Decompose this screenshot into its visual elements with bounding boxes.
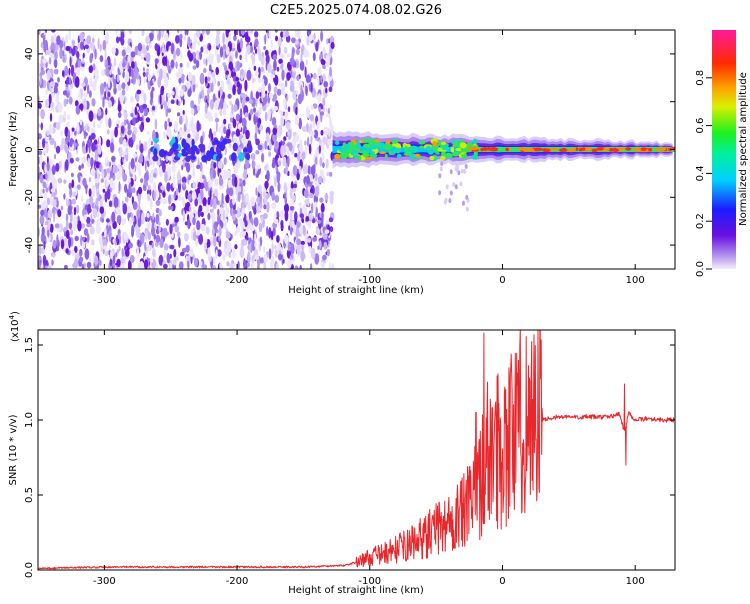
x-tick-label: -100 xyxy=(358,275,381,286)
y-tick-label: 1.0 xyxy=(24,412,35,428)
x-tick-label: 100 xyxy=(626,576,645,587)
colorbar-gradient xyxy=(712,30,736,269)
snr-y-ticks: 0.0 0.5 1.0 1.5 xyxy=(24,337,675,578)
spectrogram-noise-region xyxy=(38,30,335,269)
y-tick-label: 0.5 xyxy=(24,487,35,503)
spectrogram-y-ticks: -40 -20 0 20 40 xyxy=(24,48,675,253)
colorbar: 0.0 0.2 0.4 0.6 0.8 Normalized spectral ampl… xyxy=(695,30,749,277)
snr-frame xyxy=(37,329,676,571)
x-tick-label: 0 xyxy=(499,576,505,587)
spectrogram-signal-band xyxy=(332,130,675,212)
x-tick-label: -100 xyxy=(358,576,381,587)
x-tick-label: -200 xyxy=(226,576,249,587)
spectrogram-x-ticks: -300 -200 -100 0 100 xyxy=(93,30,645,286)
colorbar-tick-label: 0.6 xyxy=(695,118,706,134)
colorbar-tick-label: 0.2 xyxy=(695,213,706,229)
y-tick-label: 20 xyxy=(24,95,35,108)
x-tick-label: 100 xyxy=(626,275,645,286)
snr-y-label: SNR (10 * v/v) xyxy=(8,414,19,485)
snr-series-line xyxy=(38,330,675,570)
y-tick-label: 40 xyxy=(24,48,35,61)
colorbar-tick-label: 0.0 xyxy=(695,261,706,277)
spectrogram-x-label: Height of straight line (km) xyxy=(288,285,424,296)
x-tick-label: 0 xyxy=(499,275,505,286)
snr-plot-area xyxy=(38,330,675,570)
y-tick-label: 0 xyxy=(24,146,35,152)
y-tick-label: 0.0 xyxy=(24,562,35,578)
y-tick-label: 1.5 xyxy=(24,337,35,353)
colorbar-tick-label: 0.8 xyxy=(695,70,706,86)
snr-x-ticks: -300 -200 -100 0 100 xyxy=(93,330,645,587)
snr-y-multiplier: (x104) xyxy=(8,311,21,342)
x-tick-label: -300 xyxy=(93,275,116,286)
chart-title: C2E5.2025.074.08.02.G26 xyxy=(270,3,442,18)
x-tick-label: -200 xyxy=(226,275,249,286)
y-tick-label: -40 xyxy=(24,237,35,253)
spectrogram-y-label: Frequency (Hz) xyxy=(8,111,19,187)
colorbar-label: Normalized spectral amplitude xyxy=(738,72,749,226)
x-tick-label: -300 xyxy=(93,576,116,587)
y-tick-label: -20 xyxy=(24,189,35,205)
colorbar-ticks: 0.0 0.2 0.4 0.6 0.8 xyxy=(695,70,712,277)
colorbar-tick-label: 0.4 xyxy=(695,165,706,181)
snr-panel: -300 -200 -100 0 100 0.0 0.5 1.0 1.5 Height of … xyxy=(8,311,676,596)
snr-x-label: Height of straight line (km) xyxy=(288,585,424,596)
